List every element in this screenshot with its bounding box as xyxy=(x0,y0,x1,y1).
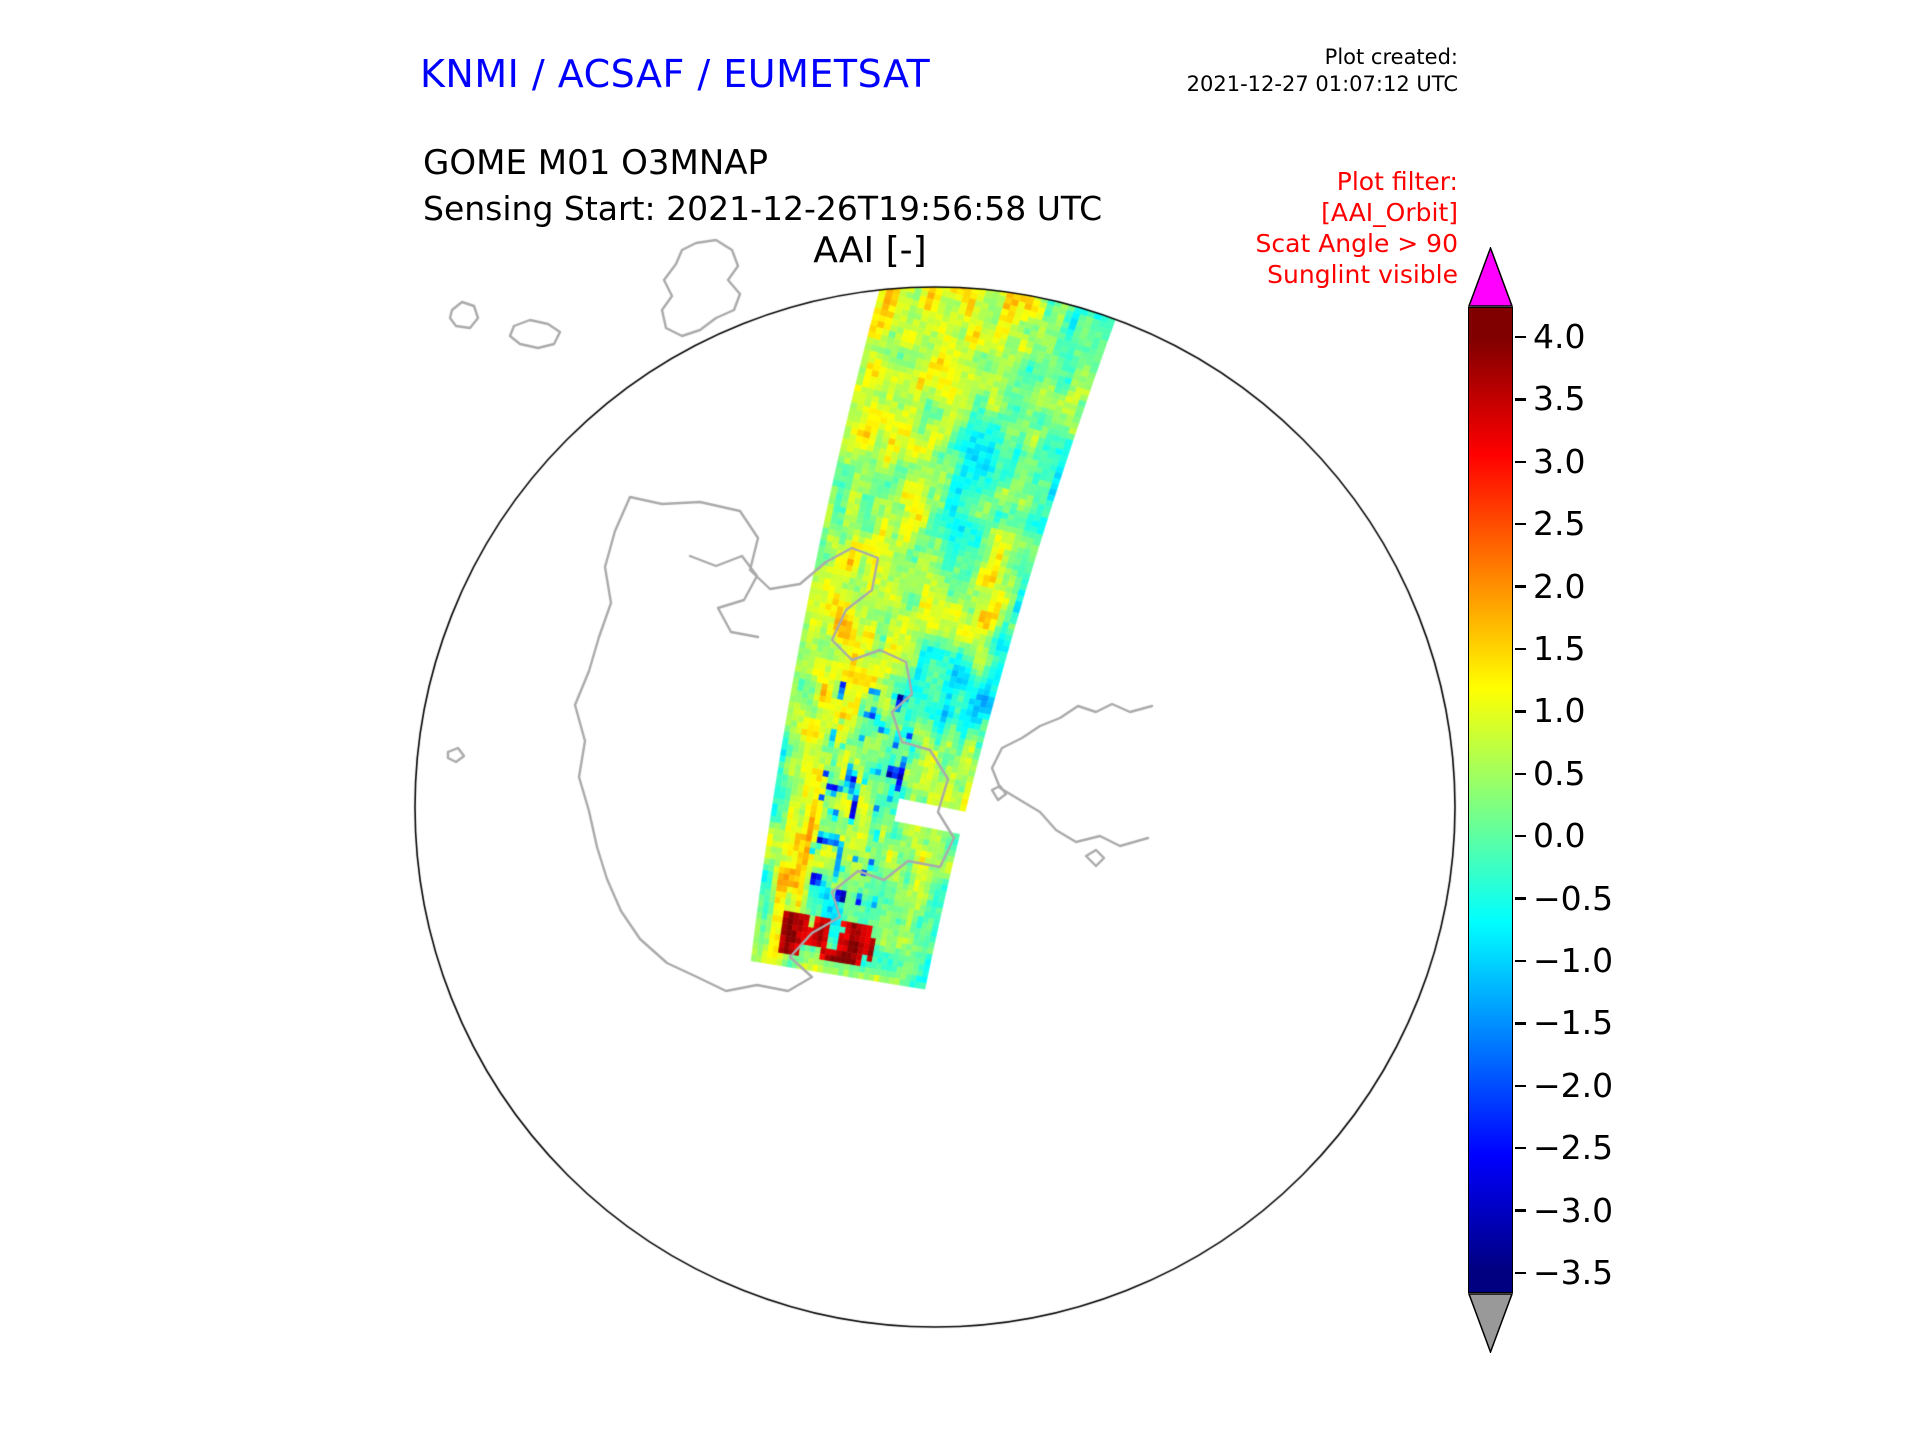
colorbar-tick-label: 2.0 xyxy=(1533,566,1586,606)
colorbar-tick-label: 1.0 xyxy=(1533,691,1586,731)
colorbar-tick-mark xyxy=(1515,1147,1526,1150)
colorbar-tick-mark xyxy=(1515,1271,1526,1275)
colorbar-tick-label: −2.0 xyxy=(1533,1065,1614,1105)
colorbar-tick-label: −1.0 xyxy=(1533,941,1614,980)
plot-filter-line: [AAI_Orbit] xyxy=(1321,198,1458,227)
plot-filter: Plot filter: [AAI_Orbit] Scat Angle > 90… xyxy=(1256,166,1458,290)
colorbar-under-arrow xyxy=(1468,1293,1513,1353)
colorbar-tick-mark xyxy=(1515,647,1526,651)
colorbar-gradient xyxy=(1468,307,1513,1293)
colorbar-tick-label: −1.5 xyxy=(1533,1003,1614,1043)
colorbar-tick-mark xyxy=(1515,897,1526,900)
plot-filter-line: Sunglint visible xyxy=(1267,260,1458,289)
colorbar-tick-mark xyxy=(1515,523,1526,526)
colorbar-over-arrow xyxy=(1468,247,1513,307)
colorbar-tick-mark xyxy=(1515,772,1526,775)
plot-created-label: Plot created: xyxy=(1324,45,1458,69)
colorbar-tick-mark xyxy=(1515,835,1526,838)
colorbar-tick-mark xyxy=(1515,959,1526,963)
colorbar-tick-mark xyxy=(1515,398,1526,401)
colorbar-tick-label: −3.0 xyxy=(1533,1190,1614,1230)
colorbar-tick-label: 1.5 xyxy=(1533,629,1586,668)
colorbar-tick-label: 0.5 xyxy=(1533,753,1586,793)
map-title: AAI [-] xyxy=(813,230,927,271)
colorbar-tick-mark xyxy=(1515,335,1526,339)
product-block: GOME M01 O3MNAP Sensing Start: 2021-12-2… xyxy=(423,140,1102,231)
colorbar-tick-mark xyxy=(1515,585,1526,588)
sensing-start: Sensing Start: 2021-12-26T19:56:58 UTC xyxy=(423,189,1103,228)
colorbar-tick-label: 4.0 xyxy=(1533,317,1586,356)
colorbar-tick-mark xyxy=(1515,1022,1526,1025)
colorbar-tick-label: −3.5 xyxy=(1533,1253,1614,1292)
colorbar-tick-label: 3.0 xyxy=(1533,441,1586,481)
colorbar-tick-label: 0.0 xyxy=(1533,816,1586,856)
colorbar-tick-mark xyxy=(1515,460,1526,463)
colorbar-tick-label: 2.5 xyxy=(1533,504,1586,544)
brand-title: KNMI / ACSAF / EUMETSAT xyxy=(420,52,931,96)
product-name: GOME M01 O3MNAP xyxy=(423,143,769,183)
plot-filter-title: Plot filter: xyxy=(1336,167,1458,196)
plot-created: Plot created: 2021-12-27 01:07:12 UTC xyxy=(1187,44,1458,98)
plot-filter-line: Scat Angle > 90 xyxy=(1255,229,1458,258)
colorbar-tick-label: 3.5 xyxy=(1533,379,1586,419)
colorbar-tick-mark xyxy=(1515,1209,1526,1212)
colorbar-tick-label: −2.5 xyxy=(1533,1128,1614,1168)
colorbar-tick-mark xyxy=(1515,1084,1526,1087)
colorbar-tick-mark xyxy=(1515,710,1526,713)
plot-created-timestamp: 2021-12-27 01:07:12 UTC xyxy=(1186,72,1458,96)
colorbar-tick-label: −0.5 xyxy=(1533,878,1614,918)
